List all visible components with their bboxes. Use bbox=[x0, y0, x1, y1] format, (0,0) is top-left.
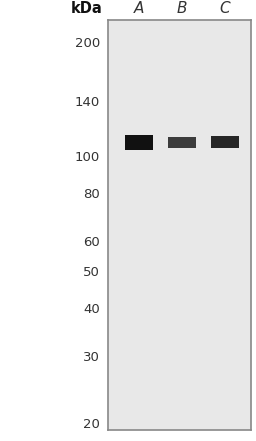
Text: 60: 60 bbox=[83, 236, 100, 249]
Polygon shape bbox=[211, 136, 239, 148]
Text: 30: 30 bbox=[83, 351, 100, 364]
Text: C: C bbox=[220, 1, 230, 16]
Text: 40: 40 bbox=[83, 303, 100, 317]
Text: 20: 20 bbox=[83, 419, 100, 431]
Text: 50: 50 bbox=[83, 266, 100, 280]
Polygon shape bbox=[125, 135, 153, 149]
Text: A: A bbox=[134, 1, 144, 16]
Text: 200: 200 bbox=[74, 37, 100, 49]
Text: B: B bbox=[177, 1, 187, 16]
Text: 80: 80 bbox=[83, 188, 100, 202]
Text: kDa: kDa bbox=[71, 1, 102, 16]
Polygon shape bbox=[168, 137, 196, 147]
Text: 100: 100 bbox=[74, 152, 100, 164]
Text: 140: 140 bbox=[74, 96, 100, 108]
